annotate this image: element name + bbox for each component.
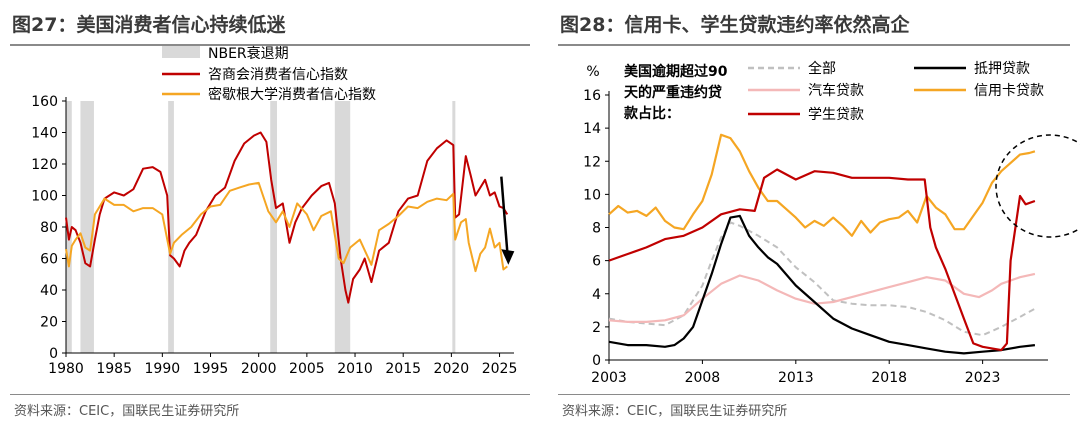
downtrend-arrow-shaft: [500, 176, 509, 253]
y-tick-label-140: 140: [31, 126, 58, 142]
y-tick-label-100: 100: [31, 189, 58, 205]
y-tick-label-10: 10: [583, 187, 601, 203]
x-tick-label-1980: 1980: [48, 361, 84, 377]
y-tick-label-40: 40: [40, 283, 58, 299]
y-tick-label-16: 16: [583, 88, 601, 104]
downtrend-arrow-head: [501, 249, 515, 265]
legend-label-michigan: 密歇根大学消费者信心指数: [208, 86, 376, 103]
annotation-line-0: 美国逾期超过90: [624, 63, 728, 80]
x-tick-label-2025: 2025: [482, 361, 518, 377]
y-tick-label-6: 6: [592, 254, 601, 270]
delinquency-rate-chart: % 0 2 4 6 8 10 12 14 16 2003 2008 2013 2018 2023 美国逾期超过…: [583, 60, 1080, 386]
y-tick-label-0: 0: [592, 353, 601, 369]
y-tick-label-160: 160: [31, 94, 58, 110]
michigan-index-line: [65, 181, 508, 273]
right-source-note: 资料来源：CEIC，国联民生证券研究所: [562, 404, 788, 419]
legend-label-credit-card: 信用卡贷款: [974, 83, 1044, 99]
left-source-note: 资料来源：CEIC，国联民生证券研究所: [14, 404, 240, 419]
legend-label-total: 全部: [808, 60, 836, 77]
x-tick-label-2013: 2013: [778, 370, 814, 386]
mortgage-line: [608, 214, 1036, 355]
left-chart-panel: 图27：美国消费者信心持续低迷 0 20 40 60 80 100 120 140 160 198…: [10, 14, 530, 419]
student-loan-line: [608, 168, 1036, 352]
legend-label-conference-board: 咨商会消费者信心指数: [208, 67, 348, 83]
x-tick-label-2000: 2000: [241, 361, 277, 377]
consumer-confidence-chart: 0 20 40 60 80 100 120 140 160 1980 1985 1990 1995 200…: [31, 45, 518, 377]
legend-label-student-loan: 学生贷款: [808, 107, 864, 123]
y-tick-label-2: 2: [592, 320, 601, 336]
x-tick-label-2015: 2015: [385, 361, 421, 377]
legend-label-mortgage: 抵押贷款: [974, 61, 1030, 77]
y-tick-label-80: 80: [40, 220, 58, 236]
right-title-divider: [558, 44, 1070, 46]
left-chart-title: 图27：美国消费者信心持续低迷: [12, 14, 286, 36]
x-tick-label-2010: 2010: [337, 361, 373, 377]
y-tick-label-60: 60: [40, 252, 58, 268]
x-tick-label-2005: 2005: [289, 361, 325, 377]
recession-band-0: [66, 101, 72, 353]
y-tick-label-14: 14: [583, 121, 601, 137]
x-tick-label-1995: 1995: [193, 361, 229, 377]
y-tick-label-0: 0: [49, 346, 58, 362]
x-tick-label-1985: 1985: [96, 361, 132, 377]
x-tick-label-2008: 2008: [685, 370, 721, 386]
recent-highlight-ellipse: [995, 134, 1080, 238]
right-chart-title: 图28：信用卡、学生贷款违约率依然高企: [560, 14, 910, 36]
left-title-divider: [10, 44, 530, 46]
recession-band-3: [270, 101, 277, 353]
x-tick-label-2023: 2023: [965, 370, 1001, 386]
recession-band-1: [80, 101, 94, 353]
annotation-line-1: 天的严重违约贷: [624, 84, 722, 101]
credit-card-line: [608, 133, 1036, 237]
conference-board-index-line: [65, 131, 509, 304]
y-tick-label-4: 4: [592, 287, 601, 303]
y-tick-label-120: 120: [31, 157, 58, 173]
recession-band-2: [168, 101, 174, 353]
auto-loan-line: [608, 272, 1036, 323]
y-tick-label-20: 20: [40, 315, 58, 331]
legend-label-auto-loan: 汽车贷款: [808, 82, 864, 99]
x-tick-label-1990: 1990: [145, 361, 181, 377]
legend-swatch-recession: [162, 46, 200, 58]
total-line: [608, 221, 1036, 337]
left-footer-divider: [10, 394, 530, 395]
y-tick-label-8: 8: [592, 221, 601, 237]
right-chart-panel: 图28：信用卡、学生贷款违约率依然高企 % 0 2 4 6 8 10 12 14 16 2003 20…: [548, 0, 1080, 424]
right-footer-divider: [558, 394, 1070, 395]
y-axis-unit-label: %: [586, 64, 599, 80]
legend-label-recession: NBER衰退期: [208, 45, 289, 62]
y-tick-label-12: 12: [583, 154, 601, 170]
x-tick-label-2003: 2003: [591, 370, 627, 386]
x-tick-label-2020: 2020: [434, 361, 470, 377]
x-tick-label-2018: 2018: [871, 370, 907, 386]
annotation-line-2: 款占比：: [624, 105, 680, 122]
